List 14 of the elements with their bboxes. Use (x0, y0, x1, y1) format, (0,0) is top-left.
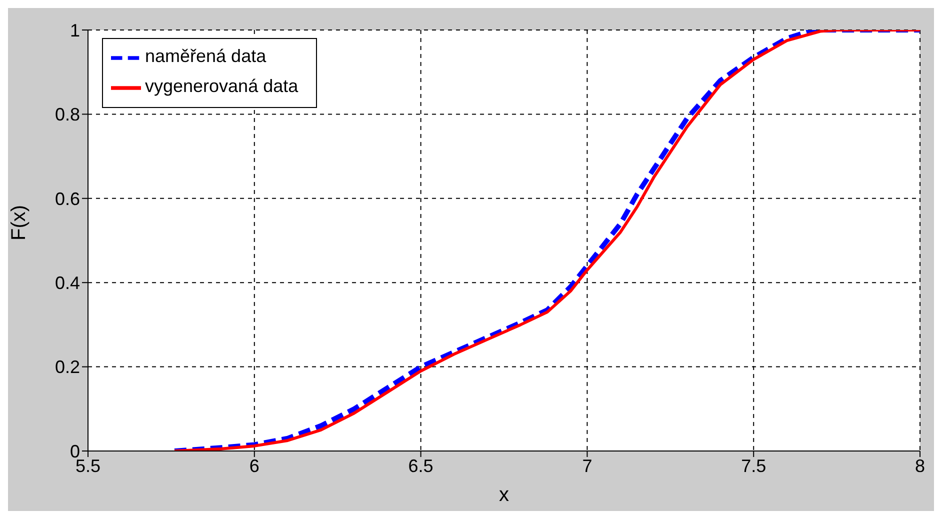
x-axis-title: x (499, 484, 509, 506)
x-tick-label: 6.5 (408, 456, 434, 476)
y-tick-label: 0.8 (54, 104, 80, 125)
legend-label: vygenerovaná data (145, 76, 298, 96)
legend-label: naměřená data (145, 46, 266, 66)
y-axis-title: F(x) (8, 204, 30, 240)
y-tick-label: 1 (70, 20, 80, 40)
x-tick-label: 7.5 (741, 456, 766, 476)
y-tick-label: 0.2 (54, 357, 80, 378)
x-tick-label: 8 (914, 456, 926, 476)
y-tick-label: 0.6 (54, 188, 80, 209)
x-tick-label: 7 (582, 456, 592, 476)
y-tick-label: 0.4 (54, 272, 80, 293)
x-tick-label: 6 (249, 456, 260, 476)
